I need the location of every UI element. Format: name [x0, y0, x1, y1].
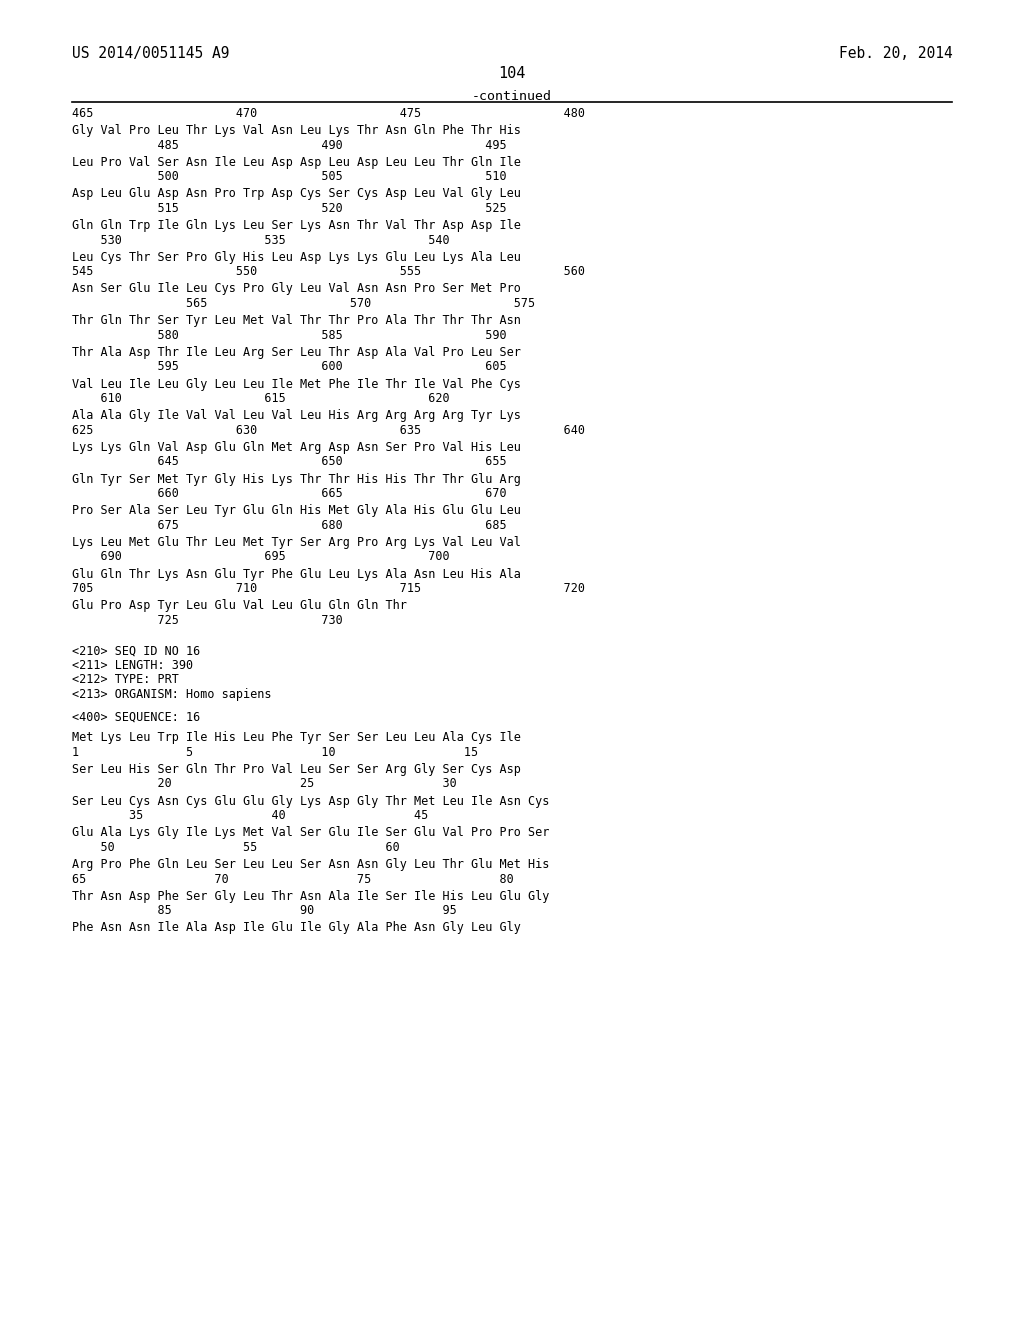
Text: 580                    585                    590: 580 585 590: [72, 329, 506, 342]
Text: Asp Leu Glu Asp Asn Pro Trp Asp Cys Ser Cys Asp Leu Val Gly Leu: Asp Leu Glu Asp Asn Pro Trp Asp Cys Ser …: [72, 187, 520, 201]
Text: 690                    695                    700: 690 695 700: [72, 550, 450, 564]
Text: -continued: -continued: [472, 90, 552, 103]
Text: Lys Leu Met Glu Thr Leu Met Tyr Ser Arg Pro Arg Lys Val Leu Val: Lys Leu Met Glu Thr Leu Met Tyr Ser Arg …: [72, 536, 520, 549]
Text: Gln Gln Trp Ile Gln Lys Leu Ser Lys Asn Thr Val Thr Asp Asp Ile: Gln Gln Trp Ile Gln Lys Leu Ser Lys Asn …: [72, 219, 520, 232]
Text: 515                    520                    525: 515 520 525: [72, 202, 506, 215]
Text: Gly Val Pro Leu Thr Lys Val Asn Leu Lys Thr Asn Gln Phe Thr His: Gly Val Pro Leu Thr Lys Val Asn Leu Lys …: [72, 124, 520, 137]
Text: Gln Tyr Ser Met Tyr Gly His Lys Thr Thr His His Thr Thr Glu Arg: Gln Tyr Ser Met Tyr Gly His Lys Thr Thr …: [72, 473, 520, 486]
Text: 625                    630                    635                    640: 625 630 635 640: [72, 424, 585, 437]
Text: <210> SEQ ID NO 16: <210> SEQ ID NO 16: [72, 644, 200, 657]
Text: US 2014/0051145 A9: US 2014/0051145 A9: [72, 46, 229, 61]
Text: 705                    710                    715                    720: 705 710 715 720: [72, 582, 585, 595]
Text: 610                    615                    620: 610 615 620: [72, 392, 450, 405]
Text: Lys Lys Gln Val Asp Glu Gln Met Arg Asp Asn Ser Pro Val His Leu: Lys Lys Gln Val Asp Glu Gln Met Arg Asp …: [72, 441, 520, 454]
Text: 1               5                  10                  15: 1 5 10 15: [72, 746, 478, 759]
Text: Leu Cys Thr Ser Pro Gly His Leu Asp Lys Lys Glu Leu Lys Ala Leu: Leu Cys Thr Ser Pro Gly His Leu Asp Lys …: [72, 251, 520, 264]
Text: Ala Ala Gly Ile Val Val Leu Val Leu His Arg Arg Arg Arg Tyr Lys: Ala Ala Gly Ile Val Val Leu Val Leu His …: [72, 409, 520, 422]
Text: <211> LENGTH: 390: <211> LENGTH: 390: [72, 659, 193, 672]
Text: 675                    680                    685: 675 680 685: [72, 519, 506, 532]
Text: Thr Gln Thr Ser Tyr Leu Met Val Thr Thr Pro Ala Thr Thr Thr Asn: Thr Gln Thr Ser Tyr Leu Met Val Thr Thr …: [72, 314, 520, 327]
Text: 545                    550                    555                    560: 545 550 555 560: [72, 265, 585, 279]
Text: Leu Pro Val Ser Asn Ile Leu Asp Asp Leu Asp Leu Leu Thr Gln Ile: Leu Pro Val Ser Asn Ile Leu Asp Asp Leu …: [72, 156, 520, 169]
Text: Val Leu Ile Leu Gly Leu Leu Ile Met Phe Ile Thr Ile Val Phe Cys: Val Leu Ile Leu Gly Leu Leu Ile Met Phe …: [72, 378, 520, 391]
Text: Pro Ser Ala Ser Leu Tyr Glu Gln His Met Gly Ala His Glu Glu Leu: Pro Ser Ala Ser Leu Tyr Glu Gln His Met …: [72, 504, 520, 517]
Text: Arg Pro Phe Gln Leu Ser Leu Leu Ser Asn Asn Gly Leu Thr Glu Met His: Arg Pro Phe Gln Leu Ser Leu Leu Ser Asn …: [72, 858, 549, 871]
Text: 660                    665                    670: 660 665 670: [72, 487, 506, 500]
Text: Glu Ala Lys Gly Ile Lys Met Val Ser Glu Ile Ser Glu Val Pro Pro Ser: Glu Ala Lys Gly Ile Lys Met Val Ser Glu …: [72, 826, 549, 840]
Text: 530                    535                    540: 530 535 540: [72, 234, 450, 247]
Text: 595                    600                    605: 595 600 605: [72, 360, 506, 374]
Text: Thr Ala Asp Thr Ile Leu Arg Ser Leu Thr Asp Ala Val Pro Leu Ser: Thr Ala Asp Thr Ile Leu Arg Ser Leu Thr …: [72, 346, 520, 359]
Text: 485                    490                    495: 485 490 495: [72, 139, 506, 152]
Text: Glu Pro Asp Tyr Leu Glu Val Leu Glu Gln Gln Thr: Glu Pro Asp Tyr Leu Glu Val Leu Glu Gln …: [72, 599, 407, 612]
Text: 725                    730: 725 730: [72, 614, 342, 627]
Text: 500                    505                    510: 500 505 510: [72, 170, 506, 183]
Text: Thr Asn Asp Phe Ser Gly Leu Thr Asn Ala Ile Ser Ile His Leu Glu Gly: Thr Asn Asp Phe Ser Gly Leu Thr Asn Ala …: [72, 890, 549, 903]
Text: Met Lys Leu Trp Ile His Leu Phe Tyr Ser Ser Leu Leu Ala Cys Ile: Met Lys Leu Trp Ile His Leu Phe Tyr Ser …: [72, 731, 520, 744]
Text: 65                  70                  75                  80: 65 70 75 80: [72, 873, 513, 886]
Text: 645                    650                    655: 645 650 655: [72, 455, 506, 469]
Text: 50                  55                  60: 50 55 60: [72, 841, 399, 854]
Text: 565                    570                    575: 565 570 575: [72, 297, 535, 310]
Text: <213> ORGANISM: Homo sapiens: <213> ORGANISM: Homo sapiens: [72, 688, 271, 701]
Text: 20                  25                  30: 20 25 30: [72, 777, 457, 791]
Text: Feb. 20, 2014: Feb. 20, 2014: [839, 46, 952, 61]
Text: 104: 104: [499, 66, 525, 81]
Text: Phe Asn Asn Ile Ala Asp Ile Glu Ile Gly Ala Phe Asn Gly Leu Gly: Phe Asn Asn Ile Ala Asp Ile Glu Ile Gly …: [72, 921, 520, 935]
Text: Ser Leu Cys Asn Cys Glu Glu Gly Lys Asp Gly Thr Met Leu Ile Asn Cys: Ser Leu Cys Asn Cys Glu Glu Gly Lys Asp …: [72, 795, 549, 808]
Text: Ser Leu His Ser Gln Thr Pro Val Leu Ser Ser Arg Gly Ser Cys Asp: Ser Leu His Ser Gln Thr Pro Val Leu Ser …: [72, 763, 520, 776]
Text: Asn Ser Glu Ile Leu Cys Pro Gly Leu Val Asn Asn Pro Ser Met Pro: Asn Ser Glu Ile Leu Cys Pro Gly Leu Val …: [72, 282, 520, 296]
Text: <212> TYPE: PRT: <212> TYPE: PRT: [72, 673, 178, 686]
Text: 85                  90                  95: 85 90 95: [72, 904, 457, 917]
Text: 465                    470                    475                    480: 465 470 475 480: [72, 107, 585, 120]
Text: <400> SEQUENCE: 16: <400> SEQUENCE: 16: [72, 710, 200, 723]
Text: Glu Gln Thr Lys Asn Glu Tyr Phe Glu Leu Lys Ala Asn Leu His Ala: Glu Gln Thr Lys Asn Glu Tyr Phe Glu Leu …: [72, 568, 520, 581]
Text: 35                  40                  45: 35 40 45: [72, 809, 428, 822]
